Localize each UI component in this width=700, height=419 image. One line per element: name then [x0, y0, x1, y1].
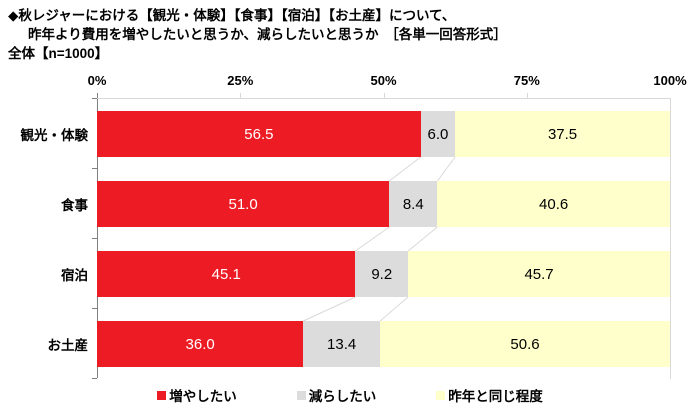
bar-value-label: 45.1 [211, 265, 241, 283]
x-axis-tick-label: 50% [370, 73, 397, 88]
bar-segment-s0-r2: 45.1 [97, 251, 356, 297]
legend-swatch-icon [157, 390, 167, 400]
bar-segment-s2-r1: 40.6 [437, 181, 670, 227]
title-line-2: 昨年より費用を増やしたいと思うか、減らしたいと思うか ［各単一回答形式］ [28, 27, 507, 42]
bar-segment-s1-r1: 8.4 [389, 181, 438, 227]
x-axis-tick-label: 75% [513, 73, 540, 88]
y-axis-tick-mark [92, 98, 97, 99]
legend-item-2: 昨年と同じ程度 [436, 385, 543, 405]
legend-swatch-icon [296, 390, 306, 400]
category-label-0: 観光・体験 [20, 128, 89, 143]
bar-value-label: 45.7 [524, 265, 554, 283]
bar-value-label: 9.2 [371, 265, 393, 283]
bar-value-label: 13.4 [327, 335, 357, 353]
x-axis-tick-mark [384, 93, 385, 98]
bar-row-2: 45.1 9.2 45.7 [97, 251, 670, 297]
bar-value-label: 51.0 [228, 195, 258, 213]
legend-swatch-icon [436, 390, 446, 400]
sample-size-label: 全体【n=1000】 [8, 46, 109, 61]
bar-row-0: 56.5 6.0 37.5 [97, 111, 670, 157]
bar-value-label: 50.6 [510, 335, 540, 353]
bar-segment-s1-r2: 9.2 [355, 251, 409, 297]
x-axis-tick-label: 25% [227, 73, 254, 88]
y-axis-tick-mark [92, 238, 97, 239]
x-axis-tick-label: 100% [653, 73, 687, 88]
connector-line [379, 296, 409, 322]
bar-value-label: 6.0 [427, 125, 449, 143]
legend-item-0: 増やしたい [157, 385, 237, 405]
bar-segment-s1-r3: 13.4 [303, 321, 381, 367]
bar-segment-s2-r0: 37.5 [455, 111, 670, 157]
y-axis-tick-mark [92, 168, 97, 169]
category-label-1: 食事 [61, 198, 88, 213]
y-axis-tick-mark [92, 378, 97, 379]
x-axis-tick-label: 0% [87, 73, 107, 88]
y-axis-tick-mark [92, 308, 97, 309]
connector-line [303, 296, 356, 322]
legend-label: 昨年と同じ程度 [448, 389, 543, 404]
bar-value-label: 36.0 [185, 335, 215, 353]
bar-value-label: 37.5 [547, 125, 578, 143]
connector-line [388, 156, 422, 182]
connector-line [436, 156, 456, 182]
legend-label: 増やしたい [169, 389, 237, 404]
bar-segment-s2-r2: 45.7 [408, 251, 670, 297]
bar-segment-s0-r0: 56.5 [97, 111, 421, 157]
title-block: ◆秋レジャーにおける【観光・体験】【食事】【宿泊】【お土産】について、 昨年より… [8, 6, 688, 63]
bar-row-3: 36.0 13.4 50.6 [97, 321, 670, 367]
bar-segment-s0-r1: 51.0 [97, 181, 390, 227]
bar-segment-s1-r0: 6.0 [420, 111, 456, 157]
x-axis-labels: 0% 25% 50% 75% 100% [88, 73, 687, 91]
x-axis-tick-mark [527, 93, 528, 98]
bar-value-label: 40.6 [539, 195, 569, 213]
category-labels: 観光・体験食事宿泊お土産 [0, 98, 90, 378]
legend: 増やしたい 減らしたい 昨年と同じ程度 [0, 385, 700, 405]
y-axis-line [97, 93, 98, 378]
x-axis-tick-mark [240, 93, 241, 98]
connector-line [355, 226, 390, 252]
legend-label: 減らしたい [308, 389, 377, 404]
legend-item-1: 減らしたい [296, 385, 377, 405]
connector-line [407, 226, 438, 252]
bar-segment-s2-r3: 50.6 [380, 321, 670, 367]
category-label-2: 宿泊 [61, 268, 88, 283]
bar-row-1: 51.0 8.4 40.6 [97, 181, 670, 227]
bar-segment-s0-r3: 36.0 [97, 321, 304, 367]
bar-value-label: 8.4 [402, 195, 424, 213]
bar-value-label: 56.5 [244, 125, 274, 143]
title-line-1: ◆秋レジャーにおける【観光・体験】【食事】【宿泊】【お土産】について、 [8, 8, 456, 23]
category-label-3: お土産 [47, 338, 89, 353]
plot-area: 56.5 6.0 37.5 51.0 8.4 40.6 45.1 9.2 45.7 36.0 13.… [97, 98, 671, 379]
